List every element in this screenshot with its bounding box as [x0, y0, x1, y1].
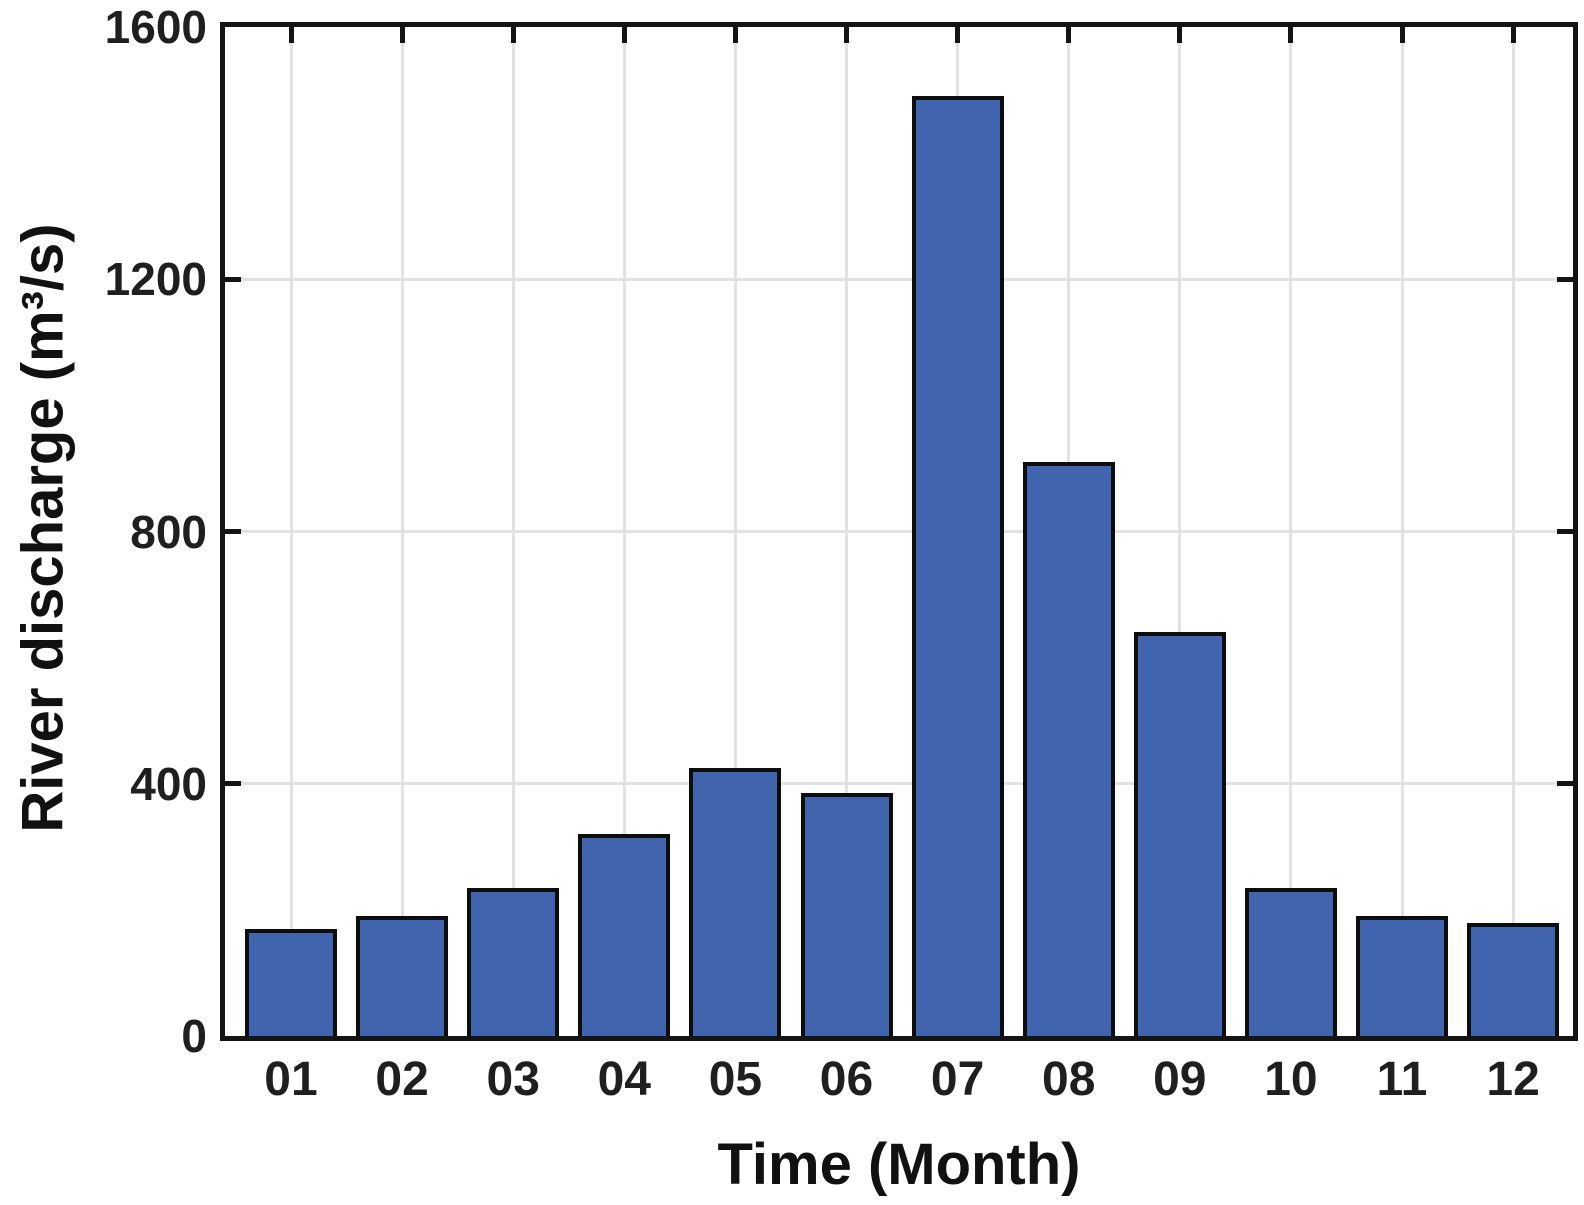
y-tick-mark: [1557, 529, 1573, 534]
bar-month-11: [1356, 916, 1448, 1036]
x-tick-mark: [844, 27, 849, 43]
x-tick-label: 01: [264, 1053, 318, 1106]
y-tick-mark: [225, 276, 241, 282]
x-axis-title: Time (Month): [717, 1132, 1081, 1197]
x-tick-label: 12: [1486, 1053, 1540, 1106]
x-tick-label: 11: [1376, 1053, 1428, 1106]
bar-month-02: [356, 916, 449, 1036]
x-tick-mark: [288, 27, 294, 43]
x-tick-label: 03: [486, 1053, 540, 1106]
bar-month-10: [1244, 887, 1337, 1036]
bar-month-06: [800, 793, 893, 1036]
x-tick-mark: [1510, 27, 1516, 43]
y-tick-label: 1600: [104, 1, 207, 53]
x-tick-mark: [399, 27, 405, 43]
horizontal-gridline: [225, 782, 1573, 786]
y-tick-mark: [225, 781, 241, 787]
y-tick-label: 1200: [104, 253, 207, 306]
x-tick-label: 10: [1264, 1053, 1318, 1106]
x-tick-mark: [955, 27, 961, 43]
horizontal-gridline: [225, 277, 1573, 281]
bar-month-01: [245, 928, 337, 1036]
plot-area: [220, 22, 1578, 1041]
bar-month-04: [578, 834, 671, 1036]
y-tick-label: 400: [130, 757, 207, 810]
x-tick-label: 05: [708, 1053, 763, 1106]
x-tick-label: 09: [1153, 1053, 1207, 1106]
y-tick-mark: [1557, 781, 1573, 787]
tick-marks-layer: [225, 27, 1573, 1036]
bar-month-09: [1133, 632, 1226, 1036]
y-tick-label: 0: [181, 1010, 207, 1062]
x-tick-label: 06: [819, 1053, 874, 1106]
x-tick-mark: [621, 27, 627, 43]
bar-month-03: [467, 887, 560, 1036]
x-tick-mark: [1399, 27, 1405, 43]
y-tick-mark: [225, 529, 241, 534]
x-tick-mark: [510, 27, 516, 43]
bar-month-12: [1467, 922, 1560, 1036]
x-tick-mark: [1288, 27, 1294, 43]
y-tick-mark: [1557, 276, 1573, 282]
x-tick-label: 04: [597, 1053, 651, 1106]
x-tick-mark: [1066, 27, 1072, 43]
y-tick-label: 800: [130, 505, 207, 558]
bar-month-07: [911, 96, 1004, 1036]
x-tick-mark: [732, 27, 738, 43]
x-tick-label: 02: [375, 1053, 429, 1106]
x-tick-label: 08: [1041, 1053, 1096, 1106]
bar-month-08: [1022, 462, 1115, 1036]
bar-month-05: [689, 767, 782, 1036]
bars-layer: [225, 27, 1573, 1036]
horizontal-gridline: [225, 530, 1573, 533]
x-tick-mark: [1177, 27, 1183, 43]
x-tick-label: 07: [930, 1053, 985, 1106]
